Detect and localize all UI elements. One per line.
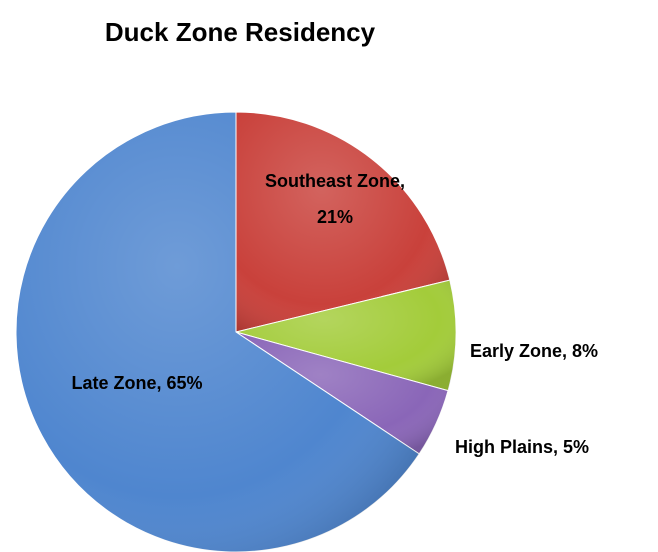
chart-title: Duck Zone Residency bbox=[105, 17, 376, 47]
label-line: 21% bbox=[317, 207, 353, 227]
label-line: Southeast Zone, bbox=[265, 171, 405, 191]
data-label: High Plains, 5% bbox=[455, 437, 589, 457]
data-label: Late Zone, 65% bbox=[71, 373, 202, 393]
data-label: Southeast Zone, 21% bbox=[265, 171, 405, 227]
data-label: Early Zone, 8% bbox=[470, 341, 598, 361]
